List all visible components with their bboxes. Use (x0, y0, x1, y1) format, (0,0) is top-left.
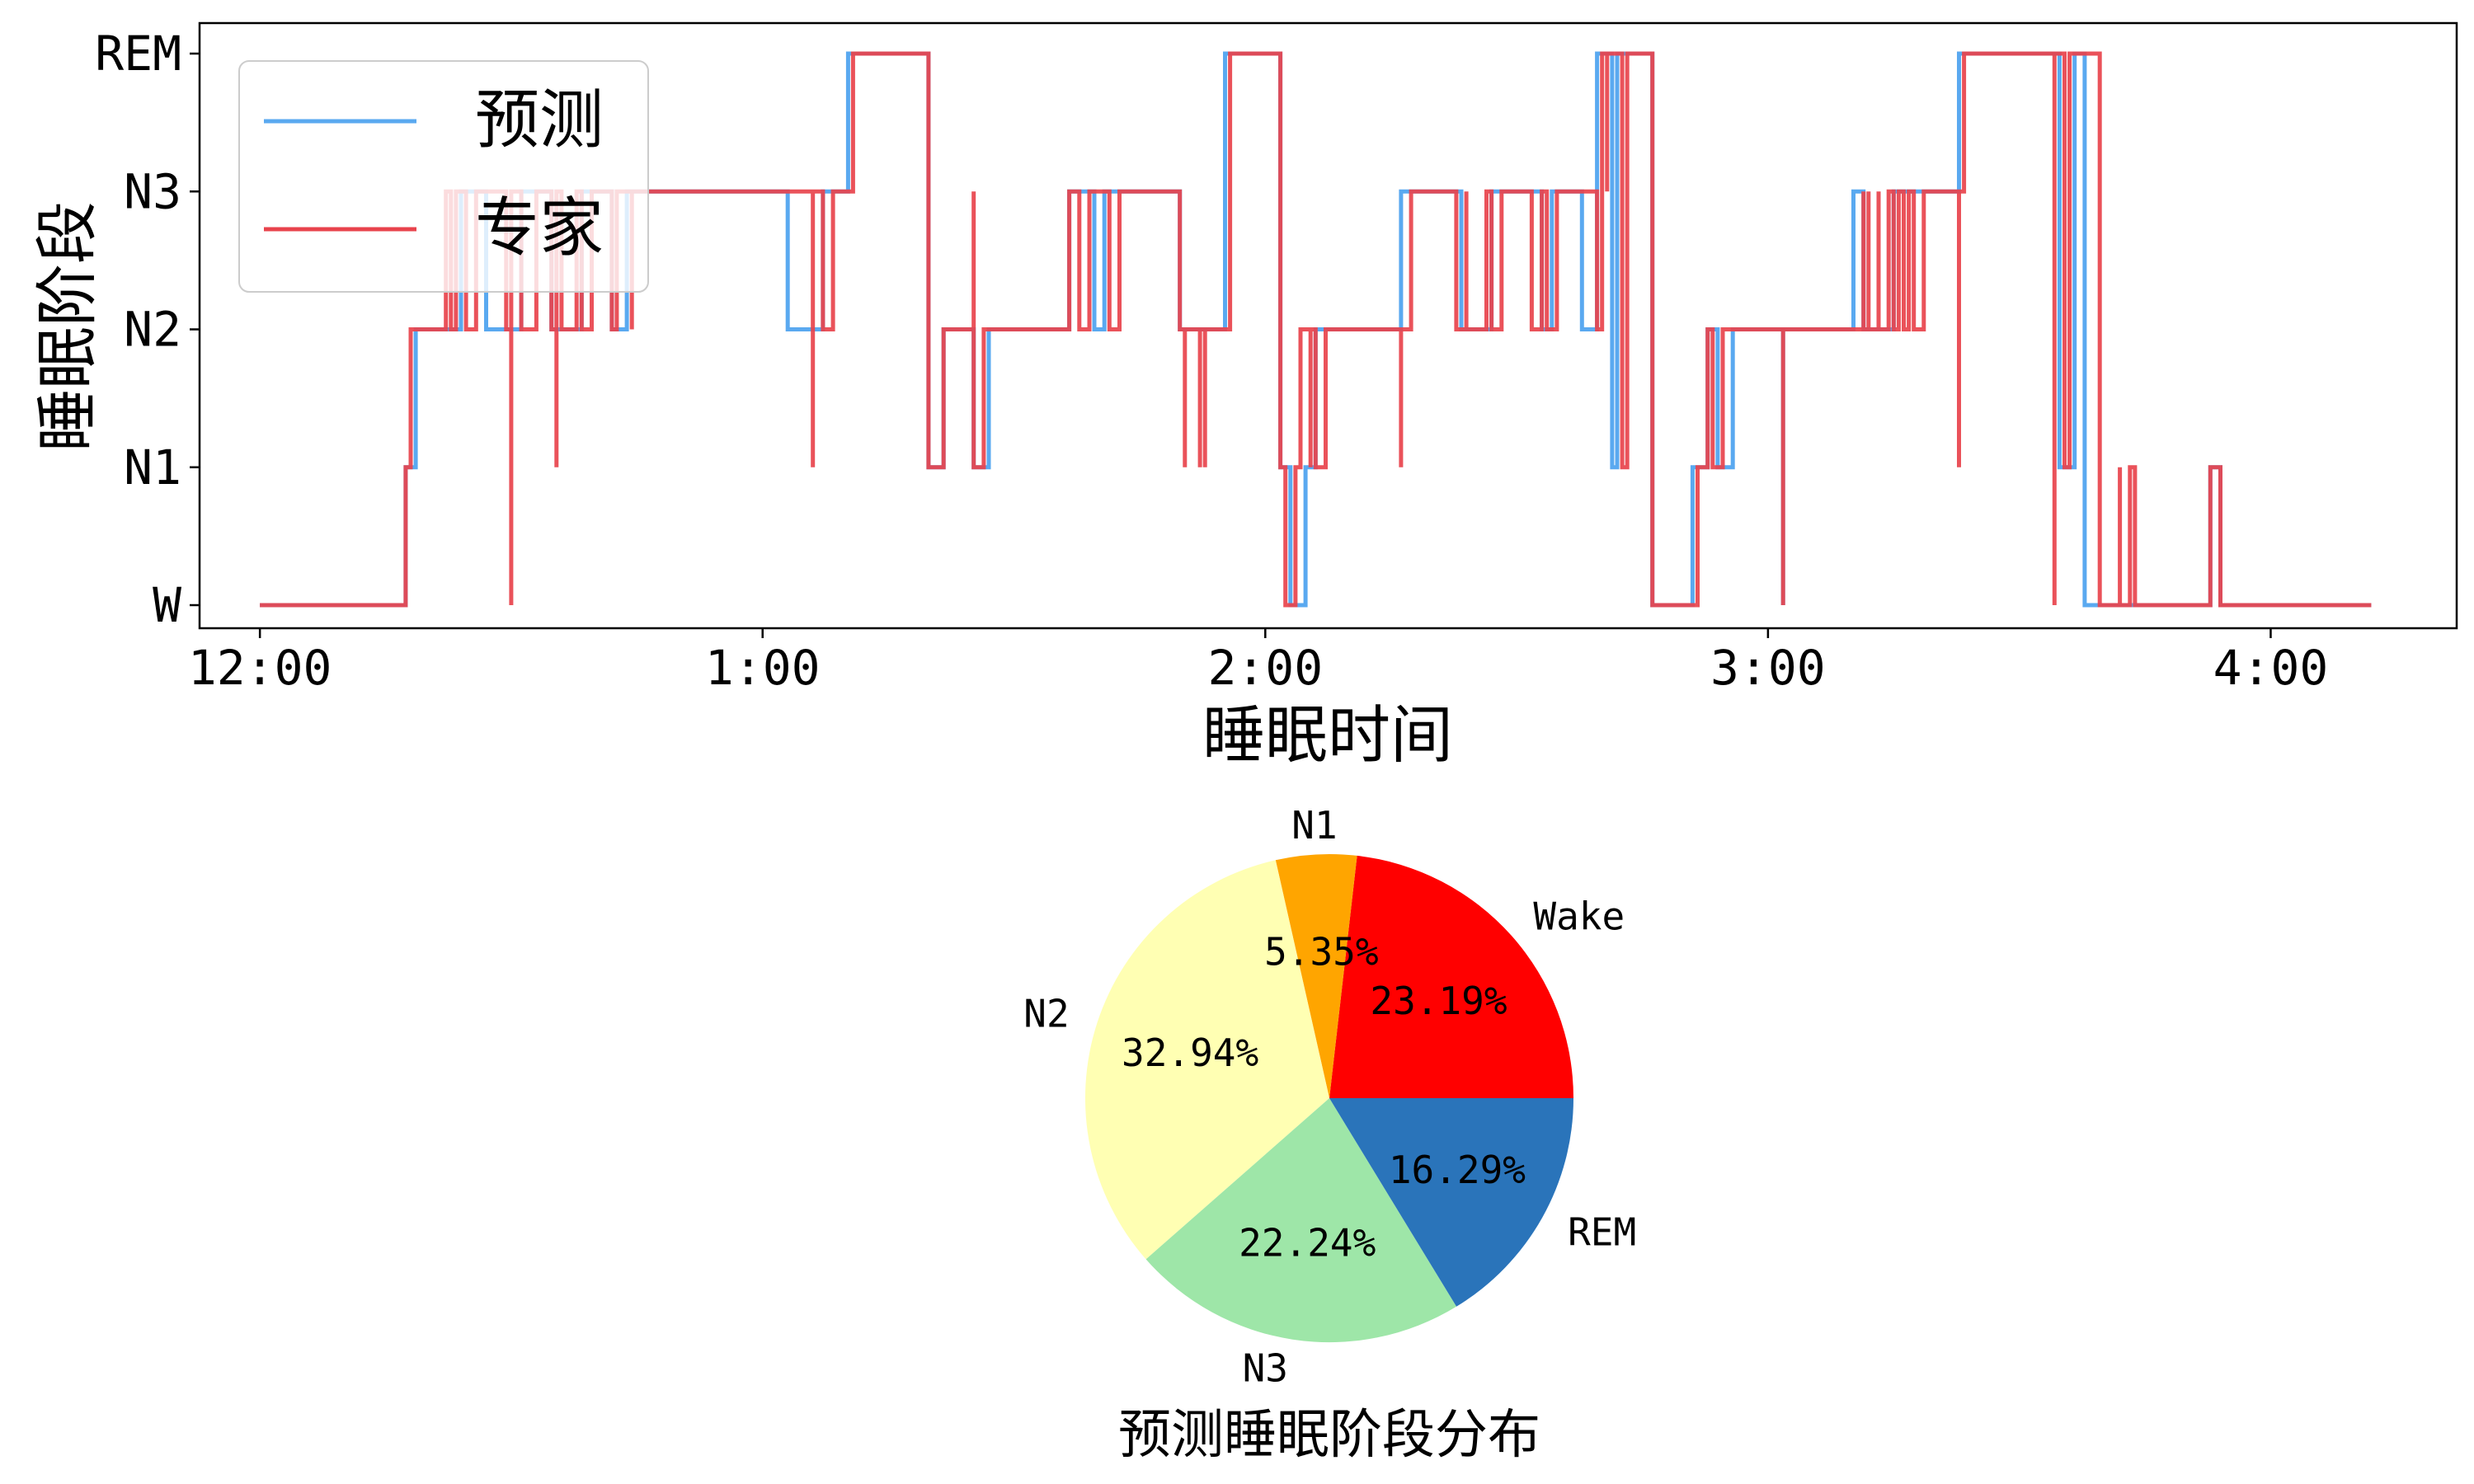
pie-title: 预测睡眠阶段分布 (1118, 1405, 1540, 1466)
pie-slice-wake (1329, 856, 1573, 1098)
y-tick-label: N2 (124, 302, 181, 358)
pie-percent-n1: 5.35% (1264, 930, 1378, 974)
legend: 预测 专家 (239, 61, 648, 292)
x-tick-label: 1:00 (705, 640, 821, 696)
pie-label-rem: REM (1568, 1209, 1636, 1254)
legend-label-expert: 专家 (475, 191, 604, 265)
x-axis-title: 睡眠时间 (1202, 698, 1453, 772)
y-axis-ticks: W N1 N2 N3 REM (95, 26, 200, 633)
x-axis-ticks: 12:00 1:00 2:00 3:00 4:00 (188, 628, 2328, 696)
pie-label-n2: N2 (1023, 992, 1069, 1036)
pie-percent-wake: 23.19% (1370, 979, 1507, 1023)
y-tick-label: REM (95, 26, 181, 82)
pie-chart: Wake N1 N2 N3 REM 23.19% 5.35% 32.94% 22.24% 16.2… (1023, 803, 1636, 1391)
pie-label-n1: N1 (1291, 803, 1337, 848)
pie-percent-n3: 22.24% (1239, 1221, 1376, 1266)
pie-percent-n2: 32.94% (1122, 1031, 1258, 1075)
y-tick-label: W (153, 577, 181, 633)
y-axis-title: 睡眠阶段 (31, 201, 104, 452)
pie-label-wake: Wake (1533, 894, 1625, 938)
y-tick-label: N3 (124, 163, 181, 219)
pie-percent-rem: 16.29% (1389, 1148, 1526, 1192)
legend-label-prediction: 预测 (475, 83, 604, 157)
pie-label-n3: N3 (1243, 1346, 1288, 1391)
x-tick-label: 12:00 (188, 640, 332, 696)
x-tick-label: 2:00 (1207, 640, 1323, 696)
x-tick-label: 4:00 (2213, 640, 2329, 696)
y-tick-label: N1 (124, 439, 181, 495)
x-tick-label: 3:00 (1710, 640, 1826, 696)
